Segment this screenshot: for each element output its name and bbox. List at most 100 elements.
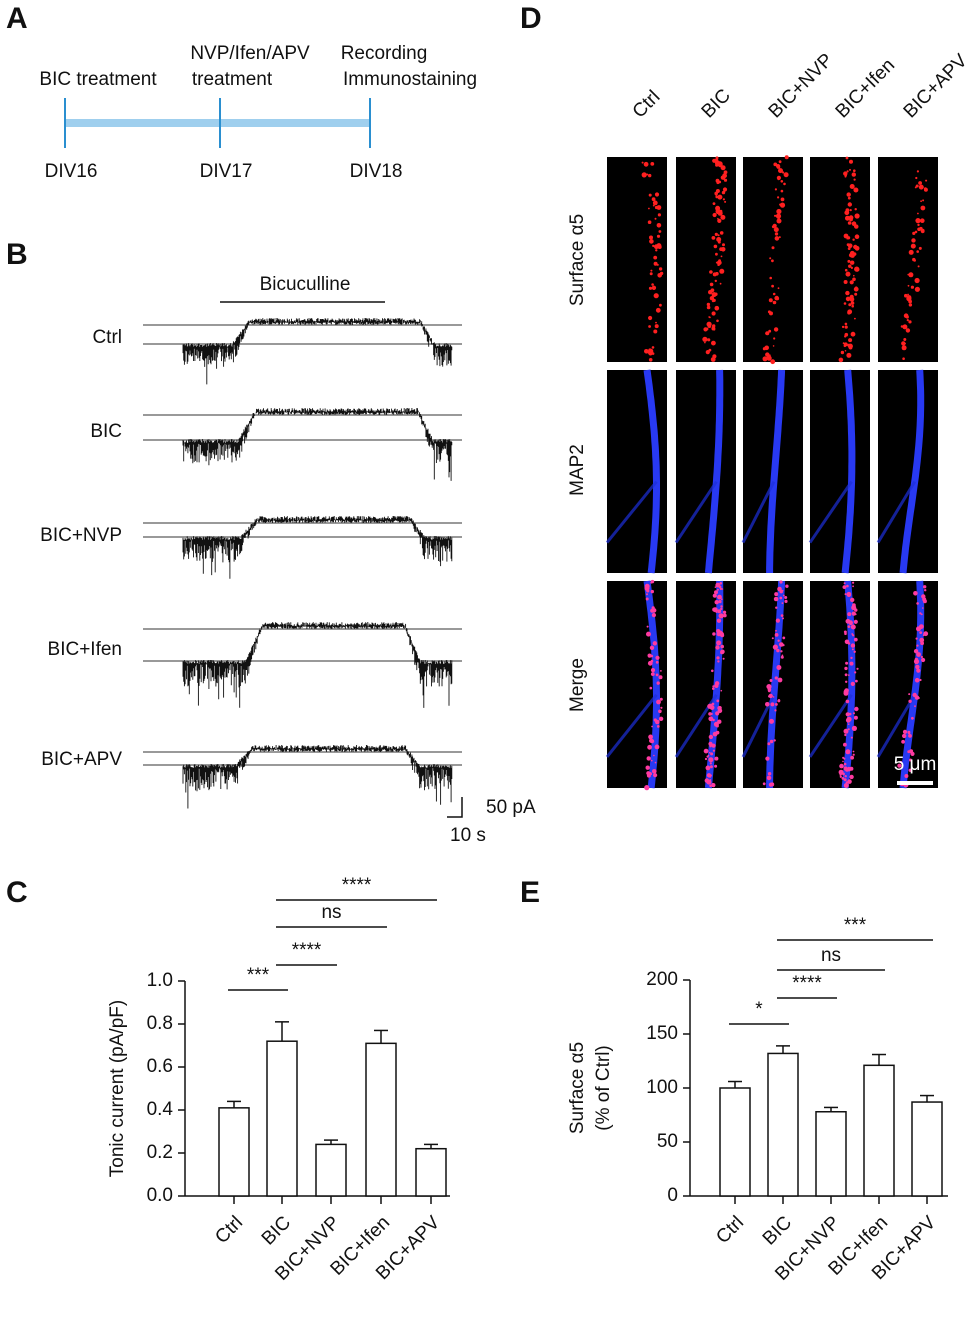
- puncta: [712, 212, 717, 218]
- puncta: [656, 725, 660, 728]
- puncta: [710, 752, 714, 756]
- puncta: [721, 190, 726, 195]
- puncta: [720, 689, 723, 692]
- puncta: [925, 179, 928, 182]
- puncta: [714, 683, 719, 688]
- puncta: [651, 725, 653, 728]
- y-tick-label: 0.0: [147, 1185, 173, 1206]
- puncta: [914, 286, 921, 292]
- puncta: [659, 303, 662, 307]
- puncta: [850, 643, 856, 648]
- puncta: [720, 175, 725, 180]
- scale-label: 10 s: [450, 825, 486, 846]
- puncta: [849, 296, 855, 302]
- puncta: [715, 582, 721, 588]
- puncta: [845, 749, 851, 755]
- puncta: [847, 625, 851, 628]
- puncta: [847, 202, 852, 207]
- puncta: [843, 344, 847, 348]
- puncta: [909, 749, 914, 754]
- puncta: [768, 693, 773, 699]
- puncta: [914, 277, 920, 284]
- trace-label: BIC: [90, 421, 122, 442]
- puncta: [904, 774, 909, 778]
- event-label: BIC treatment: [39, 69, 157, 90]
- day-label: DIV16: [45, 161, 98, 182]
- puncta: [838, 357, 844, 363]
- puncta: [915, 176, 918, 180]
- puncta: [845, 215, 850, 221]
- puncta: [707, 338, 711, 342]
- puncta: [769, 257, 772, 260]
- puncta: [842, 760, 844, 763]
- puncta: [715, 208, 721, 215]
- puncta: [644, 583, 650, 589]
- puncta: [855, 679, 858, 683]
- puncta: [845, 680, 848, 683]
- puncta: [772, 696, 775, 698]
- puncta: [773, 596, 779, 602]
- puncta: [845, 333, 848, 336]
- puncta: [853, 650, 856, 653]
- dendrite-branch: [674, 480, 718, 544]
- puncta: [774, 236, 780, 241]
- puncta: [844, 733, 847, 737]
- puncta: [920, 229, 925, 234]
- puncta: [714, 764, 718, 768]
- puncta: [708, 741, 713, 747]
- puncta: [656, 223, 662, 228]
- puncta: [650, 759, 653, 762]
- puncta: [843, 728, 849, 734]
- puncta: [710, 712, 713, 716]
- puncta: [714, 306, 720, 311]
- puncta: [915, 218, 921, 224]
- puncta: [848, 264, 852, 268]
- puncta: [776, 164, 781, 169]
- puncta: [853, 244, 858, 250]
- puncta: [646, 625, 649, 628]
- significance-label: *: [755, 999, 763, 1020]
- puncta: [849, 774, 854, 780]
- puncta: [852, 581, 855, 584]
- puncta: [641, 172, 647, 178]
- puncta: [908, 299, 912, 304]
- micrograph: [676, 370, 736, 573]
- bar: [365, 1042, 397, 1197]
- puncta: [771, 246, 775, 250]
- puncta: [907, 293, 909, 296]
- puncta: [653, 754, 655, 757]
- y-axis-label: Surface α5: [567, 1042, 588, 1134]
- dendrite-branch: [605, 693, 658, 758]
- puncta: [845, 156, 849, 160]
- puncta: [777, 699, 781, 703]
- puncta: [777, 677, 783, 683]
- puncta: [782, 617, 784, 620]
- puncta: [712, 749, 716, 752]
- puncta: [648, 207, 650, 210]
- bar: [218, 1107, 250, 1197]
- puncta: [649, 772, 652, 774]
- puncta: [659, 697, 663, 701]
- puncta: [851, 172, 856, 177]
- puncta: [853, 619, 858, 624]
- puncta: [711, 340, 716, 346]
- puncta: [774, 633, 779, 637]
- puncta: [716, 640, 722, 646]
- puncta: [922, 607, 924, 609]
- y-tick-label: 0.2: [147, 1142, 173, 1163]
- puncta: [652, 769, 657, 774]
- puncta: [853, 187, 859, 193]
- puncta: [654, 205, 659, 210]
- trace-label: BIC+APV: [41, 749, 122, 770]
- y-tick-label: 0: [667, 1185, 678, 1206]
- puncta: [650, 589, 654, 594]
- puncta: [659, 271, 664, 276]
- puncta: [849, 168, 851, 171]
- puncta: [844, 673, 848, 677]
- puncta: [713, 244, 718, 249]
- puncta: [769, 311, 773, 316]
- puncta: [716, 656, 720, 660]
- puncta: [773, 337, 776, 340]
- puncta: [709, 270, 713, 274]
